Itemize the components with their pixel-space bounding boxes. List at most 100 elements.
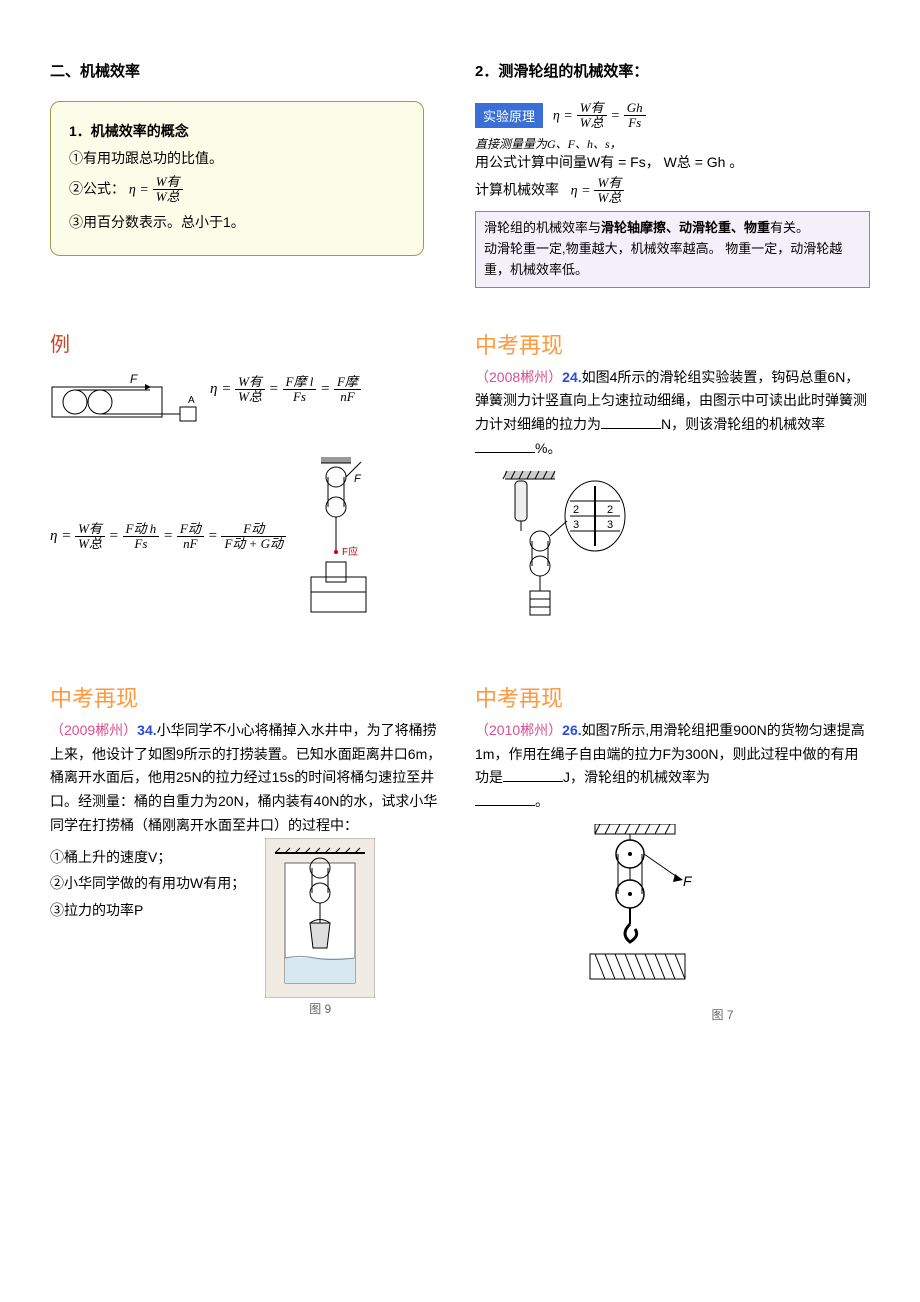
question-list: ①桶上升的速度V； ②小华同学做的有用功W有用； ③拉力的功率P xyxy=(50,844,245,924)
direct-measure: 直接测量量为G、F、h、s， xyxy=(475,135,870,152)
unit-j: J，滑轮组的机械效率为 xyxy=(563,769,710,785)
exam-number-2010: 26. xyxy=(562,722,581,738)
ex-eq-lead: η = xyxy=(210,381,231,397)
calc-text: 用公式计算中间量W有 = Fs， W总 = Gh 。 xyxy=(475,154,743,170)
principle-label: 实验原理 xyxy=(475,103,543,128)
eta-symbol: η = xyxy=(129,183,149,198)
ex-n1: W有 xyxy=(235,375,265,390)
exam-2009: 中考再现 （2009郴州）34.小华同学不小心将桶掉入水井中，为了将桶捞上来，他… xyxy=(50,681,445,1023)
eq1-n1: W有 xyxy=(577,101,607,116)
vertical-pulley-diagram: F应 F xyxy=(306,457,376,617)
svg-text:F: F xyxy=(354,473,362,485)
q2: ②小华同学做的有用功W有用； xyxy=(50,870,245,897)
concept-formula: ②公式： η = W有 W总 xyxy=(69,175,405,205)
ex-n3: F摩 xyxy=(334,375,361,390)
section-measure-efficiency: 2．测滑轮组的机械效率： 实验原理 η = W有 W总 = Gh Fs 直接测量… xyxy=(475,60,870,288)
ex2-d3: nF xyxy=(177,537,204,551)
eff-text: 计算机械效率 xyxy=(475,181,559,197)
ex2-d2: Fs xyxy=(123,537,160,551)
exam-body-2010: （2010郴州）26.如图7所示,用滑轮组把重900N的货物匀速提高1m，作用在… xyxy=(475,719,870,814)
ex2-lead: η = xyxy=(50,528,71,544)
exam-source-2010: （2010郴州） xyxy=(475,722,562,738)
eq1-d1: W总 xyxy=(577,116,607,130)
exam-number-2009: 34. xyxy=(137,722,156,738)
ex-d2: Fs xyxy=(283,390,317,404)
unit-pct: %。 xyxy=(535,440,561,456)
frac-num: W有 xyxy=(153,175,183,190)
info-bold: 滑轮轴摩擦、动滑轮重、物重 xyxy=(601,220,770,235)
eq2-d: W总 xyxy=(594,191,624,205)
info-post: 有关。 xyxy=(770,220,809,235)
section-mechanical-efficiency: 二、机械效率 1．机械效率的概念 ①有用功跟总功的比值。 ②公式： η = W有… xyxy=(50,60,445,288)
calc-line: 用公式计算中间量W有 = Fs， W总 = Gh 。 xyxy=(475,152,870,172)
direct-text: 直接测量量为G、F、h、s， xyxy=(475,137,622,151)
pulley-hook-diagram: F 图 7 xyxy=(575,824,870,1023)
q3: ③拉力的功率P xyxy=(50,897,245,924)
fig7-label: 图 7 xyxy=(575,1006,870,1023)
concept-line3: ③用百分数表示。总小于1。 xyxy=(69,209,405,236)
info-l2: 动滑轮重一定,物重越大，机械效率越高。 物重一定，动滑轮越重，机械效率低。 xyxy=(484,239,861,281)
ex2-n3: F动 xyxy=(177,522,204,537)
example-eq-bottom: η = W有W总 = F动 hFs = F动nF = F动F动 + G动 xyxy=(50,522,286,552)
exam-text-2009: 小华同学不小心将桶掉入水井中，为了将桶捞上来，他设计了如图9所示的打捞装置。已知… xyxy=(50,722,441,833)
svg-text:2: 2 xyxy=(573,504,579,516)
exam-source-2009: （2009郴州） xyxy=(50,722,137,738)
eq1-d2: Fs xyxy=(624,116,646,130)
eq2-n: W有 xyxy=(594,176,624,191)
eq1-lead: η = xyxy=(553,109,573,124)
svg-text:F: F xyxy=(683,873,693,889)
eq2-frac: W有 W总 xyxy=(594,176,624,206)
principle-row: 实验原理 η = W有 W总 = Gh Fs xyxy=(475,101,870,131)
blank-1 xyxy=(601,414,661,429)
exam-body: （2008郴州）24.如图4所示的滑轮组实验装置，钩码总重6N，弹簧测力计竖直向… xyxy=(475,366,870,461)
fig9-label: 图 9 xyxy=(265,1000,375,1017)
eq1-frac1: W有 W总 xyxy=(577,101,607,131)
fraction: W有 W总 xyxy=(153,175,183,205)
unit-end: 。 xyxy=(535,793,549,809)
eq1-n2: Gh xyxy=(624,101,646,116)
example-title: 例 xyxy=(50,328,445,357)
ex2-d4: F动 + G动 xyxy=(221,537,286,551)
svg-text:F应: F应 xyxy=(342,545,358,558)
eq1-frac2: Gh Fs xyxy=(624,101,646,131)
example-eq-top: η = W有W总 = F摩 lFs = F摩nF xyxy=(210,375,361,405)
ex-n2: F摩 l xyxy=(283,375,317,390)
exam-2010: 中考再现 （2010郴州）26.如图7所示,用滑轮组把重900N的货物匀速提高1… xyxy=(475,681,870,1023)
info-box: 滑轮组的机械效率与滑轮轴摩擦、动滑轮重、物重有关。 动滑轮重一定,物重越大，机械… xyxy=(475,211,870,287)
eq1-eq: = xyxy=(610,109,619,124)
exam-heading-2010: 中考再现 xyxy=(475,681,870,713)
measure-title: 2．测滑轮组的机械效率： xyxy=(475,60,870,81)
ex2-n2: F动 h xyxy=(123,522,160,537)
ex2-n1: W有 xyxy=(75,522,105,537)
concept-heading: 1．机械效率的概念 xyxy=(69,118,405,145)
eq2-lead: η = xyxy=(571,183,591,198)
exam-2008: 中考再现 （2008郴州）24.如图4所示的滑轮组实验装置，钩码总重6N，弹簧测… xyxy=(475,328,870,641)
section-title: 二、机械效率 xyxy=(50,60,445,81)
eff-line: 计算机械效率 η = W有 W总 xyxy=(475,176,870,206)
info-pre: 滑轮组的机械效率与 xyxy=(484,220,601,235)
blank-2 xyxy=(475,438,535,453)
svg-text:3: 3 xyxy=(573,519,579,531)
unit-n: N，则该滑轮组的机械效率 xyxy=(661,416,825,432)
exam-body-2009: （2009郴州）34.小华同学不小心将桶掉入水井中，为了将桶捞上来，他设计了如图… xyxy=(50,719,445,838)
svg-text:2: 2 xyxy=(607,504,613,516)
svg-text:3: 3 xyxy=(607,519,613,531)
ex-d1: W总 xyxy=(235,390,265,404)
frac-den: W总 xyxy=(153,190,183,204)
formula-prefix: ②公式： xyxy=(69,181,125,197)
svg-text:A: A xyxy=(188,395,195,406)
exam-heading-2009: 中考再现 xyxy=(50,681,445,713)
svg-text:F: F xyxy=(130,372,138,386)
exam-source: （2008郴州） xyxy=(475,369,562,385)
horizontal-pulley-diagram: F A xyxy=(50,367,200,427)
well-diagram: 图 9 xyxy=(265,838,375,1017)
concept-line1: ①有用功跟总功的比值。 xyxy=(69,145,405,172)
blank-4 xyxy=(475,791,535,806)
exam-heading: 中考再现 xyxy=(475,328,870,360)
concept-box: 1．机械效率的概念 ①有用功跟总功的比值。 ②公式： η = W有 W总 ③用百… xyxy=(50,101,424,256)
q1: ①桶上升的速度V； xyxy=(50,844,245,871)
exam-number: 24. xyxy=(562,369,581,385)
pulley-spring-diagram: 2 3 2 3 xyxy=(475,471,870,641)
ex-d3: nF xyxy=(334,390,361,404)
blank-3 xyxy=(503,767,563,782)
